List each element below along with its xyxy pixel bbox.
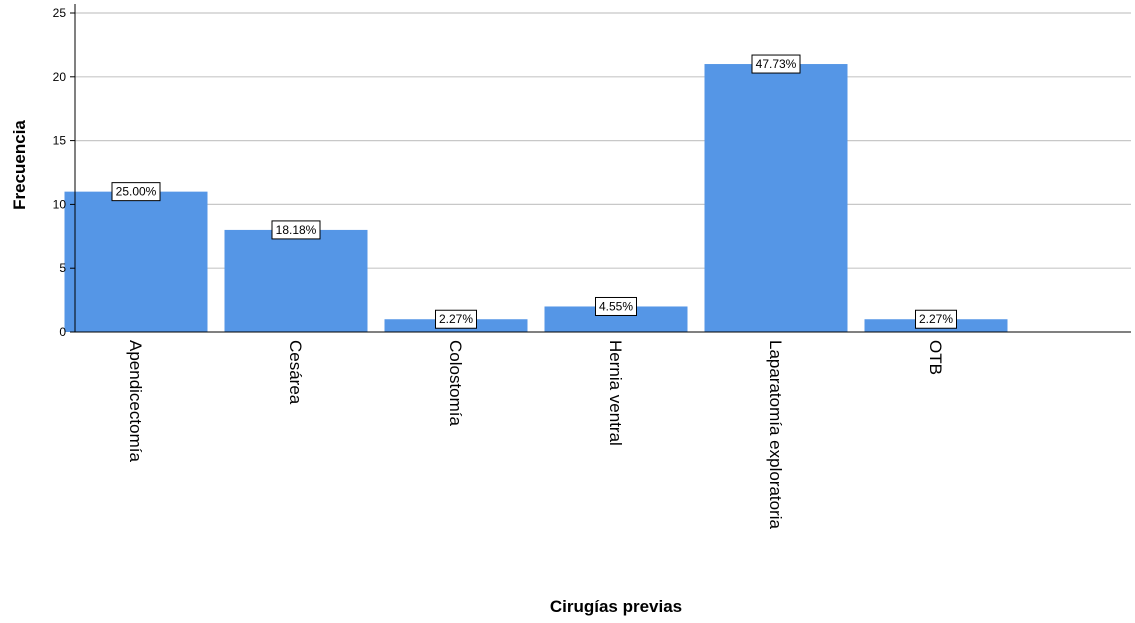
bar-4 <box>705 64 848 332</box>
data-label-4: 47.73% <box>752 55 800 73</box>
data-label-1: 18.18% <box>272 221 320 239</box>
x-tick-label: OTB <box>926 340 945 375</box>
x-tick-label: Hernia ventral <box>606 340 625 446</box>
tick-labels-layer: 0 5 10 15 20 25 <box>53 6 67 339</box>
y-tick-label: 0 <box>59 325 66 339</box>
y-tick-label: 25 <box>53 6 67 20</box>
data-label-text: 4.55% <box>599 299 633 313</box>
y-tick-label: 20 <box>53 70 67 84</box>
x-tick-label: Apendicectomía <box>126 340 145 462</box>
y-tick-label: 5 <box>59 261 66 275</box>
data-label-text: 2.27% <box>919 312 953 326</box>
data-label-2: 2.27% <box>436 310 477 328</box>
y-tick-label: 10 <box>53 197 67 211</box>
data-label-0: 25.00% <box>112 183 160 201</box>
x-tick-label: Laparatomía exploratoria <box>766 340 785 530</box>
bar-0 <box>65 192 208 332</box>
data-label-5: 2.27% <box>916 310 957 328</box>
bar-1 <box>225 230 368 332</box>
x-axis-title: Cirugías previas <box>550 597 682 616</box>
data-label-text: 18.18% <box>276 223 317 237</box>
data-label-text: 2.27% <box>439 312 473 326</box>
y-tick-label: 15 <box>53 134 67 148</box>
bars-layer <box>65 64 1008 332</box>
x-tick-label: Colostomía <box>446 340 465 427</box>
data-label-text: 25.00% <box>116 185 157 199</box>
category-labels-layer: Apendicectomía Cesárea Colostomía Hernia ve… <box>126 340 945 530</box>
data-label-3: 4.55% <box>596 297 637 315</box>
y-axis-title: Frecuencia <box>10 120 29 210</box>
data-label-text: 47.73% <box>756 57 797 71</box>
x-tick-label: Cesárea <box>286 340 305 405</box>
